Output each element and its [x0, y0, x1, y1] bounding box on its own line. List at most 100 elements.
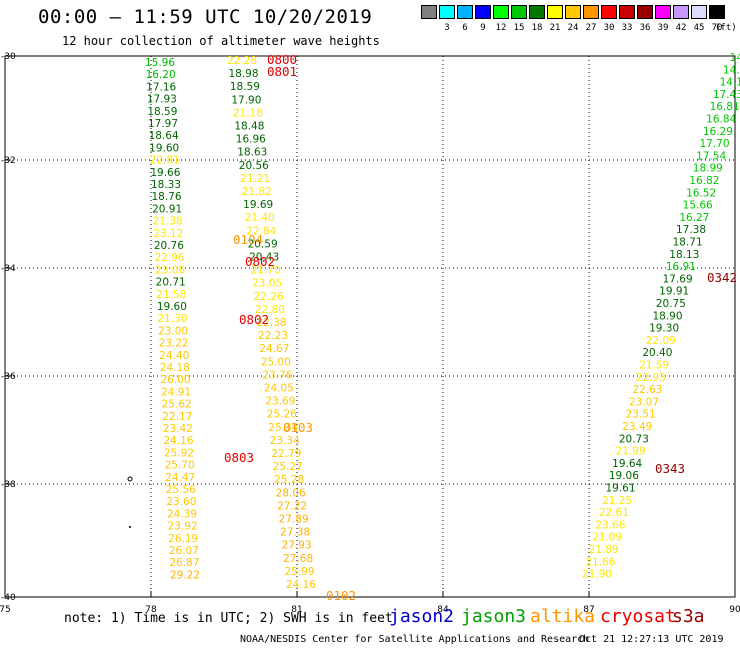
island-marker: [127, 476, 133, 482]
pass-time-label: 0800: [267, 52, 297, 67]
wave-height-label: 20.59: [248, 238, 278, 250]
scale-label: 39: [657, 23, 669, 33]
wave-height-label: 19.66: [150, 167, 180, 179]
wave-height-label: 22.09: [646, 335, 676, 347]
wave-height-label: 16.82: [689, 175, 719, 187]
wave-height-label: 18.59: [147, 106, 177, 118]
wave-height-label: 18.76: [151, 191, 181, 203]
wave-height-label: 19.06: [609, 470, 639, 482]
wave-height-label: 21.58: [156, 289, 186, 301]
pass-time-label: 0802: [245, 254, 275, 269]
scale-swatch: [547, 5, 563, 19]
wave-height-label: 18.90: [652, 310, 682, 322]
latitude-label: -40: [1, 593, 16, 603]
longitude-label: 75: [0, 605, 11, 615]
wave-height-label: 23.76: [262, 369, 292, 381]
wave-height-label: 17.90: [231, 94, 261, 106]
wave-height-label: 16.29: [703, 126, 733, 138]
wave-height-label: 16.81: [710, 101, 740, 113]
wave-height-label: 26.00: [160, 374, 190, 386]
wave-height-label: 17.69: [663, 273, 693, 285]
wave-height-label: 24.40: [159, 350, 189, 362]
scale-swatch: [439, 5, 455, 19]
scale-swatch: [637, 5, 653, 19]
scale-label: 36: [639, 23, 651, 33]
wave-height-label: 17.16: [146, 81, 176, 93]
wave-height-label: 23.49: [622, 421, 652, 433]
longitude-label: 87: [583, 605, 594, 615]
wave-height-label: 21.21: [240, 173, 270, 185]
wave-height-label: 16.52: [686, 187, 716, 199]
wave-height-label: 17.38: [676, 224, 706, 236]
generation-timestamp: Oct 21 12:27:13 UTC 2019: [579, 634, 724, 645]
pass-time-label: 0104: [233, 232, 263, 247]
wave-height-label: 19.69: [243, 199, 273, 211]
wave-height-label: 27.22: [277, 500, 307, 512]
wave-height-label: 27.89: [279, 514, 309, 526]
latitude-label: -30: [1, 52, 16, 62]
wave-height-label: 23.60: [166, 496, 196, 508]
pass-time-label: 0801: [267, 64, 297, 79]
wave-height-label: 22.93: [636, 372, 666, 384]
wave-height-label: 20.71: [156, 277, 186, 289]
wave-height-label: 18.13: [669, 249, 699, 261]
scale-label: 18: [531, 23, 543, 33]
scale-label: 33: [621, 23, 633, 33]
wave-height-label: 21.82: [242, 186, 272, 198]
longitude-label: 90: [729, 605, 740, 615]
legend-s3a: s3a: [672, 606, 705, 627]
wave-height-label: 29.22: [170, 569, 200, 581]
wave-height-label: 15.96: [145, 57, 175, 69]
scale-label: 21: [549, 23, 561, 33]
latitude-label: -36: [1, 372, 16, 382]
latitude-label: -32: [1, 156, 16, 166]
scale-label: 15: [513, 23, 525, 33]
island-marker: [129, 526, 131, 528]
pass-time-label: 0343: [655, 461, 685, 476]
wave-height-label: 21.90: [582, 569, 612, 581]
wave-height-label: 27.93: [282, 540, 312, 552]
scale-unit: (ft): [715, 23, 737, 33]
scale-swatch: [475, 5, 491, 19]
scale-swatch: [673, 5, 689, 19]
wave-height-label: 17.70: [699, 138, 729, 150]
wave-height-label: 16.91: [666, 261, 696, 273]
scale-swatch: [709, 5, 725, 19]
wave-height-label: 22.28: [227, 55, 257, 67]
wave-height-label: 21.70: [251, 265, 281, 277]
pass-time-label: 0102: [326, 588, 356, 603]
scale-label: 70: [711, 23, 723, 33]
wave-height-label: 25.27: [273, 461, 303, 473]
wave-height-label: 23.42: [163, 423, 193, 435]
wave-height-label: 17.97: [148, 118, 178, 130]
scale-label: 3: [444, 23, 450, 33]
wave-height-label: 22.38: [256, 317, 286, 329]
wave-height-label: 14.: [730, 52, 740, 64]
wave-height-label: 21.99: [616, 446, 646, 458]
wave-height-label: 26.87: [169, 557, 199, 569]
wave-height-label: 22.84: [246, 225, 276, 237]
wave-height-label: 15.66: [683, 200, 713, 212]
wave-height-label: 22.26: [254, 291, 284, 303]
wave-height-label: 21.66: [585, 556, 615, 568]
wave-height-label: 21.18: [233, 107, 263, 119]
wave-height-label: 16.27: [679, 212, 709, 224]
scale-swatch: [529, 5, 545, 19]
pass-time-label: 0342: [707, 270, 737, 285]
wave-height-label: 19.60: [149, 142, 179, 154]
wave-height-label: 21.30: [157, 313, 187, 325]
latitude-label: -38: [1, 480, 16, 490]
wave-height-label: 23.51: [626, 409, 656, 421]
wave-height-label: 23.05: [252, 278, 282, 290]
wave-height-label: 19.91: [659, 286, 689, 298]
wave-height-label: 25.62: [162, 399, 192, 411]
legend-cryosat: cryosat: [600, 606, 676, 627]
wave-height-label: 23.00: [158, 325, 188, 337]
wave-height-label: 24.16: [286, 579, 316, 591]
wave-height-label: 22.81: [150, 155, 180, 167]
wave-height-label: 21.59: [639, 360, 669, 372]
legend-jason2: jason2: [389, 606, 455, 627]
pass-time-label: 0103: [283, 420, 313, 435]
wave-height-label: 23.34: [270, 435, 300, 447]
